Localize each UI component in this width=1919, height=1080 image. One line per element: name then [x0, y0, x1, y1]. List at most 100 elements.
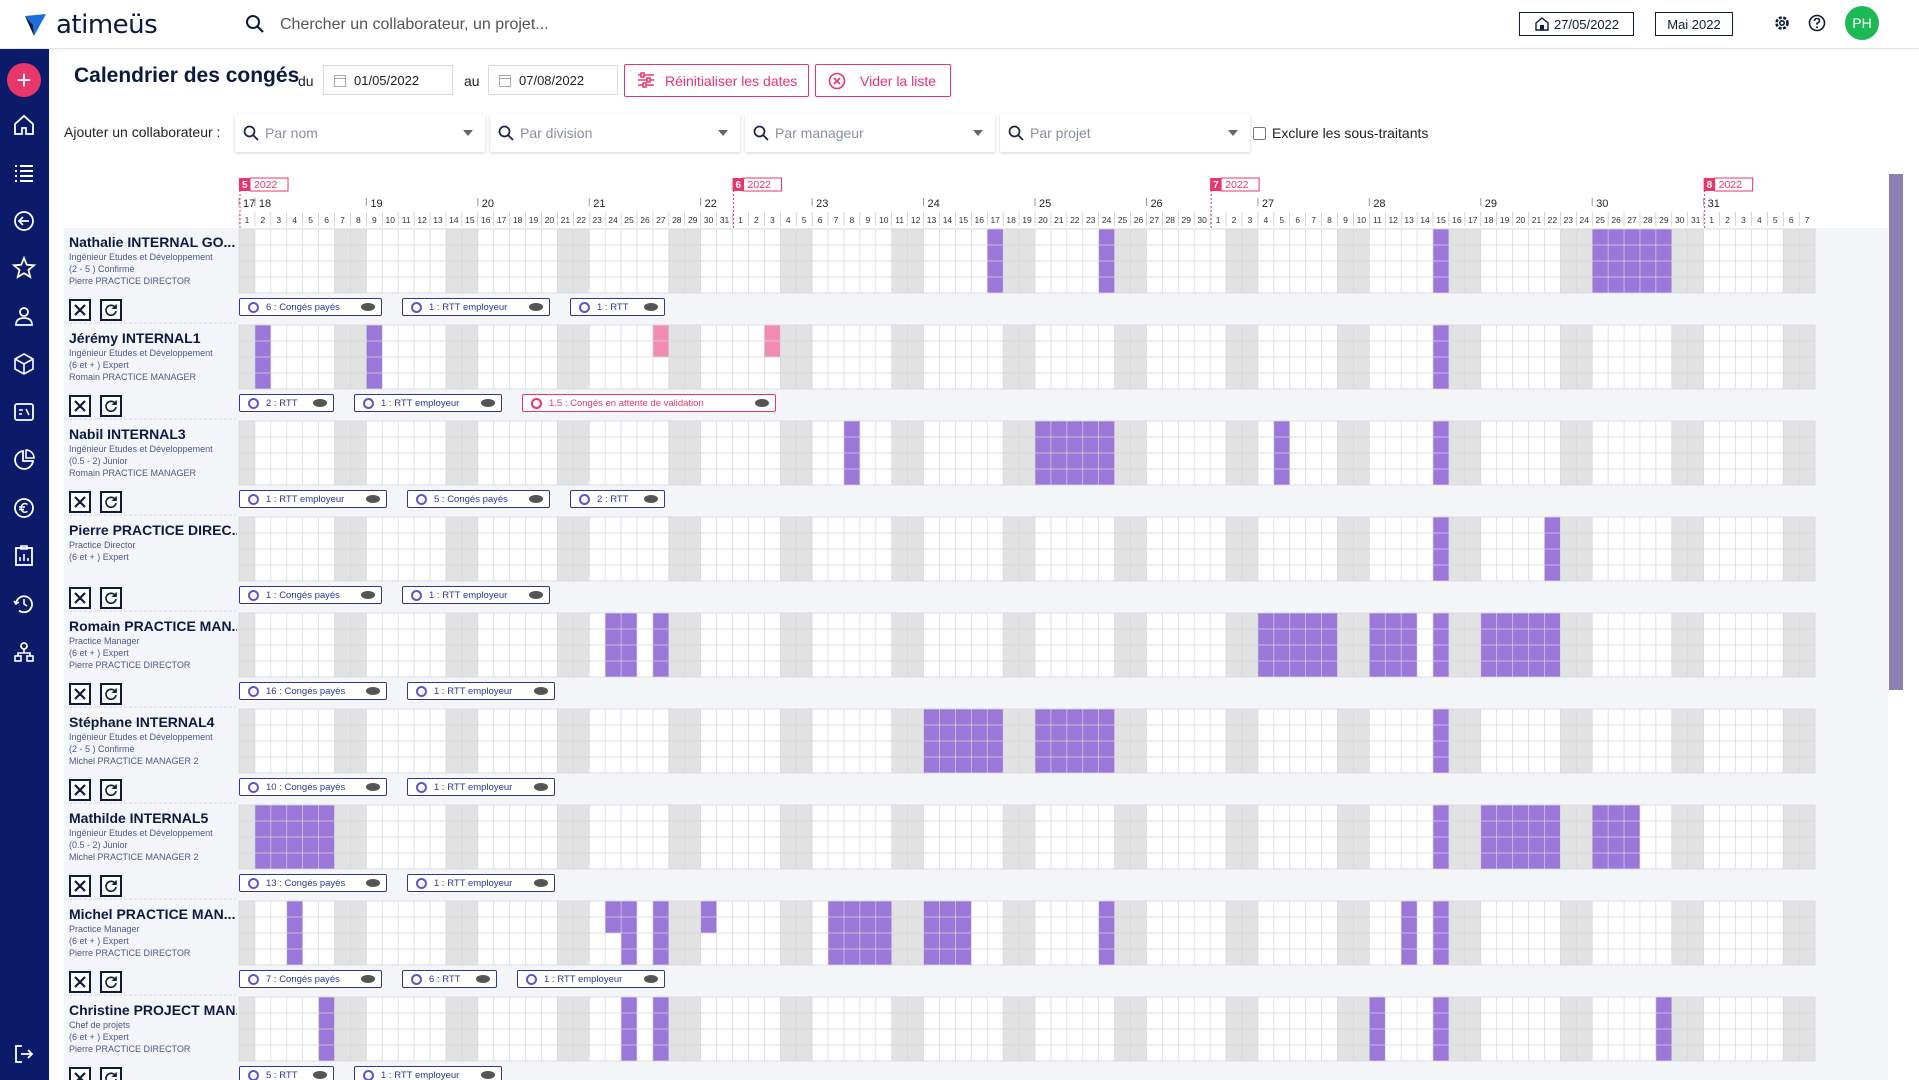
- leave-summary-pill[interactable]: 5 : RTT: [239, 1066, 334, 1080]
- eye-icon[interactable]: [313, 1071, 327, 1079]
- remove-employee-button[interactable]: [69, 683, 91, 705]
- report-icon[interactable]: [12, 544, 36, 568]
- eye-icon[interactable]: [534, 783, 548, 791]
- pie-chart-icon[interactable]: [12, 448, 36, 472]
- employee-name[interactable]: Stéphane INTERNAL4: [69, 714, 215, 730]
- help-icon[interactable]: [1808, 14, 1826, 32]
- eye-icon[interactable]: [361, 303, 375, 311]
- home-icon[interactable]: [12, 113, 36, 137]
- user-avatar[interactable]: PH: [1845, 6, 1879, 40]
- logo[interactable]: atimeüs: [22, 10, 158, 40]
- reset-dates-button[interactable]: Réinitialiser les dates: [624, 64, 809, 97]
- refresh-employee-button[interactable]: [100, 587, 122, 609]
- employee-name[interactable]: Nathalie INTERNAL GO...: [69, 234, 236, 250]
- logout-icon[interactable]: [12, 1042, 36, 1066]
- eye-icon[interactable]: [644, 495, 658, 503]
- refresh-employee-button[interactable]: [100, 683, 122, 705]
- remove-employee-button[interactable]: [69, 395, 91, 417]
- leave-summary-pill[interactable]: 5 : Congés payés: [407, 490, 550, 508]
- leave-summary-pill[interactable]: 1 : Congés payés: [239, 586, 382, 604]
- refresh-employee-button[interactable]: [100, 1067, 122, 1080]
- eye-icon[interactable]: [476, 975, 490, 983]
- back-icon[interactable]: [12, 209, 36, 233]
- leave-summary-pill[interactable]: 1.5 : Congés en attente de validation: [522, 394, 776, 412]
- leave-summary-pill[interactable]: 1 : RTT employeur: [407, 682, 555, 700]
- eye-icon[interactable]: [361, 975, 375, 983]
- leave-summary-pill[interactable]: 1 : RTT: [570, 298, 665, 316]
- filter-by-name-select[interactable]: Par nom: [235, 114, 485, 152]
- eye-icon[interactable]: [366, 495, 380, 503]
- employee-name[interactable]: Romain PRACTICE MAN...: [69, 618, 237, 634]
- eye-icon[interactable]: [755, 399, 769, 407]
- global-search-input[interactable]: [280, 12, 880, 38]
- start-date-field[interactable]: 01/05/2022: [323, 65, 453, 95]
- add-button[interactable]: +: [7, 63, 41, 97]
- gear-icon[interactable]: [1773, 14, 1791, 32]
- eye-icon[interactable]: [529, 303, 543, 311]
- star-icon[interactable]: [12, 256, 36, 280]
- remove-employee-button[interactable]: [69, 587, 91, 609]
- eye-icon[interactable]: [366, 687, 380, 695]
- current-date-button[interactable]: 27/05/2022: [1519, 12, 1634, 36]
- eye-icon[interactable]: [529, 495, 543, 503]
- eye-icon[interactable]: [361, 591, 375, 599]
- remove-employee-button[interactable]: [69, 971, 91, 993]
- refresh-employee-button[interactable]: [100, 395, 122, 417]
- leave-summary-pill[interactable]: 6 : RTT: [402, 970, 497, 988]
- employee-name[interactable]: Pierre PRACTICE DIREC...: [69, 522, 237, 538]
- refresh-employee-button[interactable]: [100, 971, 122, 993]
- user-icon[interactable]: [12, 304, 36, 328]
- refresh-employee-button[interactable]: [100, 779, 122, 801]
- eye-icon[interactable]: [534, 879, 548, 887]
- eye-icon[interactable]: [644, 303, 658, 311]
- leave-summary-pill[interactable]: 10 : Congés payés: [239, 778, 387, 796]
- employee-name[interactable]: Michel PRACTICE MAN...: [69, 906, 236, 922]
- leave-summary-pill[interactable]: 1 : RTT employeur: [402, 298, 550, 316]
- eye-icon[interactable]: [481, 399, 495, 407]
- filter-by-division-select[interactable]: Par division: [490, 114, 740, 152]
- employee-name[interactable]: Nabil INTERNAL3: [69, 426, 186, 442]
- refresh-employee-button[interactable]: [100, 491, 122, 513]
- refresh-employee-button[interactable]: [100, 875, 122, 897]
- employee-name[interactable]: Christine PROJECT MAN...: [69, 1002, 237, 1018]
- end-date-field[interactable]: 07/08/2022: [488, 65, 618, 95]
- leave-summary-pill[interactable]: 13 : Congés payés: [239, 874, 387, 892]
- refresh-employee-button[interactable]: [100, 299, 122, 321]
- leave-summary-pill[interactable]: 1 : RTT employeur: [402, 586, 550, 604]
- exclude-subcontractors-checkbox[interactable]: [1253, 127, 1266, 140]
- org-icon[interactable]: [12, 640, 36, 664]
- leave-summary-pill[interactable]: 1 : RTT employeur: [407, 874, 555, 892]
- eye-icon[interactable]: [644, 975, 658, 983]
- remove-employee-button[interactable]: [69, 779, 91, 801]
- leave-summary-pill[interactable]: 1 : RTT employeur: [354, 394, 502, 412]
- cube-icon[interactable]: [12, 352, 36, 376]
- eye-icon[interactable]: [313, 399, 327, 407]
- history-icon[interactable]: [12, 592, 36, 616]
- leave-summary-pill[interactable]: 6 : Congés payés: [239, 298, 382, 316]
- leave-summary-pill[interactable]: 1 : RTT employeur: [407, 778, 555, 796]
- eye-icon[interactable]: [366, 783, 380, 791]
- euro-icon[interactable]: [12, 496, 36, 520]
- month-button[interactable]: Mai 2022: [1655, 12, 1733, 36]
- employee-name[interactable]: Mathilde INTERNAL5: [69, 810, 209, 826]
- leave-summary-pill[interactable]: 1 : RTT employeur: [517, 970, 665, 988]
- remove-employee-button[interactable]: [69, 1067, 91, 1080]
- filter-by-project-select[interactable]: Par projet: [1000, 114, 1250, 152]
- eye-icon[interactable]: [529, 591, 543, 599]
- vertical-scrollbar[interactable]: [1889, 174, 1903, 690]
- remove-employee-button[interactable]: [69, 299, 91, 321]
- leave-summary-pill[interactable]: 2 : RTT: [239, 394, 334, 412]
- clear-list-button[interactable]: Vider la liste: [815, 64, 951, 97]
- leave-summary-pill[interactable]: 2 : RTT: [570, 490, 665, 508]
- eye-icon[interactable]: [534, 687, 548, 695]
- employee-name[interactable]: Jérémy INTERNAL1: [69, 330, 201, 346]
- leave-summary-pill[interactable]: 7 : Congés payés: [239, 970, 382, 988]
- filter-by-manager-select[interactable]: Par manageur: [745, 114, 995, 152]
- list-icon[interactable]: [12, 161, 36, 185]
- eye-icon[interactable]: [366, 879, 380, 887]
- leave-summary-pill[interactable]: 1 : RTT employeur: [354, 1066, 502, 1080]
- leave-summary-pill[interactable]: 1 : RTT employeur: [239, 490, 387, 508]
- timesheet-icon[interactable]: [12, 400, 36, 424]
- remove-employee-button[interactable]: [69, 491, 91, 513]
- remove-employee-button[interactable]: [69, 875, 91, 897]
